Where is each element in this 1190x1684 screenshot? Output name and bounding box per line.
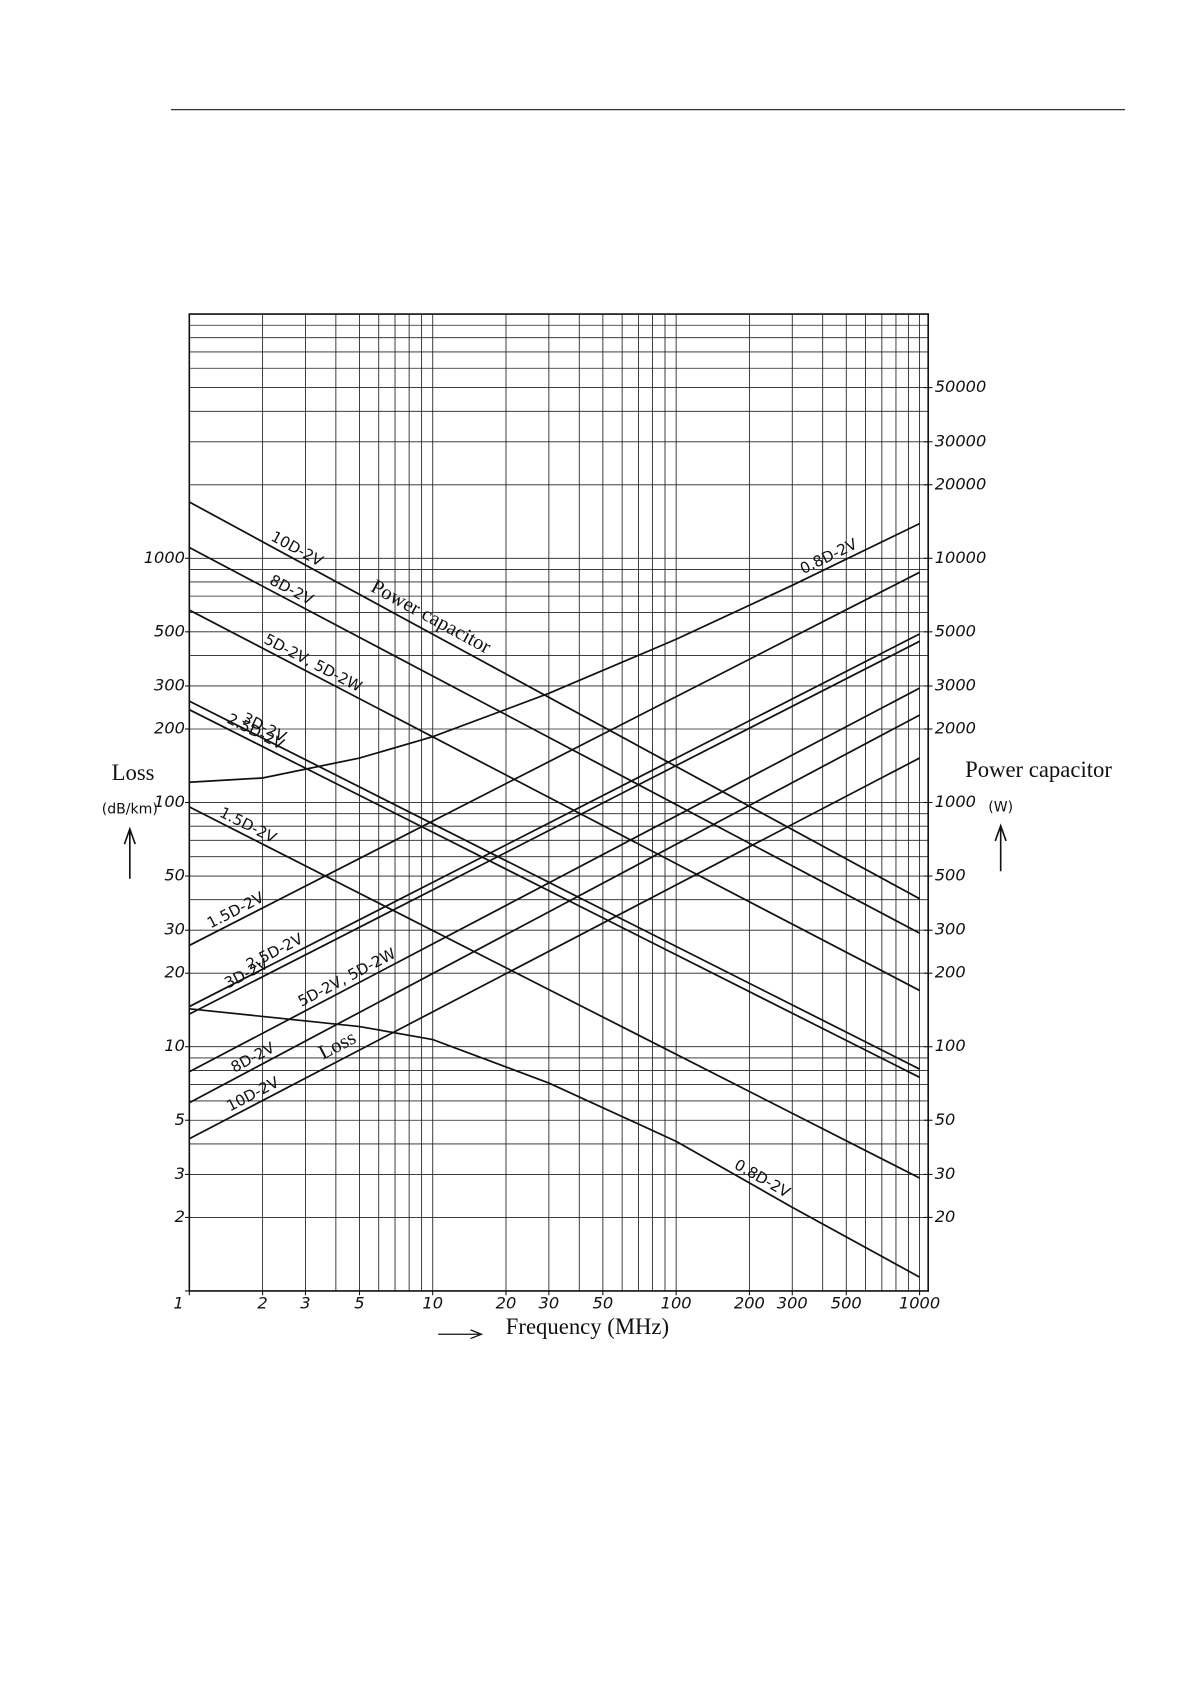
x-axis-label: Frequency (MHz) — [506, 1314, 669, 1339]
y2-tick-label: 50000 — [935, 377, 987, 396]
y-tick-label: 10 — [164, 1036, 185, 1055]
y-axis-unit: (dB/km) — [102, 802, 158, 818]
series-line — [188, 640, 920, 1015]
y-tick-label: 5 — [175, 1110, 185, 1129]
y2-axis-label: Power capacitor — [965, 757, 1112, 782]
y2-tick-label: 5000 — [935, 621, 976, 640]
x-tick-label: 100 — [661, 1293, 692, 1312]
x-tick-label: 200 — [734, 1293, 765, 1312]
y-axis-arrow — [123, 826, 136, 879]
series-line — [188, 633, 920, 1008]
y-tick-label: 200 — [154, 718, 185, 737]
y2-tick-label: 10000 — [935, 548, 987, 567]
y2-tick-label: 20000 — [935, 474, 987, 493]
y-tick-label: 50 — [164, 866, 185, 885]
y2-tick-label: 20 — [935, 1207, 956, 1226]
series-line — [188, 687, 920, 1073]
series-line — [188, 757, 920, 1140]
x-tick-label: 50 — [593, 1293, 614, 1312]
x-tick-label: 2 — [257, 1293, 267, 1312]
series-line — [188, 714, 920, 1104]
x-tick-label: 30 — [539, 1293, 560, 1312]
series-line — [188, 571, 920, 947]
series-line — [188, 708, 920, 1079]
y-tick-label: 500 — [154, 621, 185, 640]
y2-axis-unit: (W) — [988, 799, 1013, 815]
x-tick-label: 1000 — [899, 1293, 940, 1312]
series-line — [188, 806, 920, 1179]
annotation: Power capacitor — [367, 576, 494, 659]
series-line — [189, 1007, 920, 1278]
y2-tick-label: 30 — [935, 1164, 956, 1183]
y-tick-label: 1000 — [144, 548, 185, 567]
x-tick-label: 1 — [173, 1293, 183, 1312]
x-tick-label: 5 — [354, 1293, 364, 1312]
series-line — [188, 609, 920, 992]
series-label: 8D-2V — [267, 571, 317, 609]
y2-tick-label: 50 — [935, 1110, 956, 1129]
y-tick-label: 300 — [154, 675, 185, 694]
y-tick-label: 3 — [175, 1164, 185, 1183]
x-tick-label: 10 — [422, 1293, 443, 1312]
y-axis-label: Loss — [112, 760, 155, 785]
x-tick-label: 300 — [777, 1293, 808, 1312]
y-tick-label: 30 — [164, 920, 185, 939]
x-tick-label: 20 — [496, 1293, 517, 1312]
x-tick-label: 500 — [831, 1293, 862, 1312]
x-tick-label: 3 — [300, 1293, 310, 1312]
series-line — [189, 522, 920, 784]
y-tick-label: 20 — [164, 963, 185, 982]
y2-tick-label: 300 — [935, 920, 966, 939]
y2-tick-label: 100 — [935, 1036, 966, 1055]
y2-tick-label: 500 — [935, 866, 966, 885]
y2-tick-label: 1000 — [935, 792, 976, 811]
x-axis-arrow — [438, 1329, 484, 1340]
y-tick-label: 100 — [154, 792, 185, 811]
y2-axis-arrow — [994, 823, 1007, 872]
y2-tick-label: 3000 — [935, 675, 976, 694]
series-line — [188, 501, 920, 900]
series-line — [188, 700, 920, 1070]
series-line — [188, 546, 920, 934]
y2-tick-label: 2000 — [935, 718, 976, 737]
y2-tick-label: 30000 — [935, 431, 987, 450]
y-tick-label: 2 — [175, 1207, 185, 1226]
y2-tick-label: 200 — [935, 963, 966, 982]
